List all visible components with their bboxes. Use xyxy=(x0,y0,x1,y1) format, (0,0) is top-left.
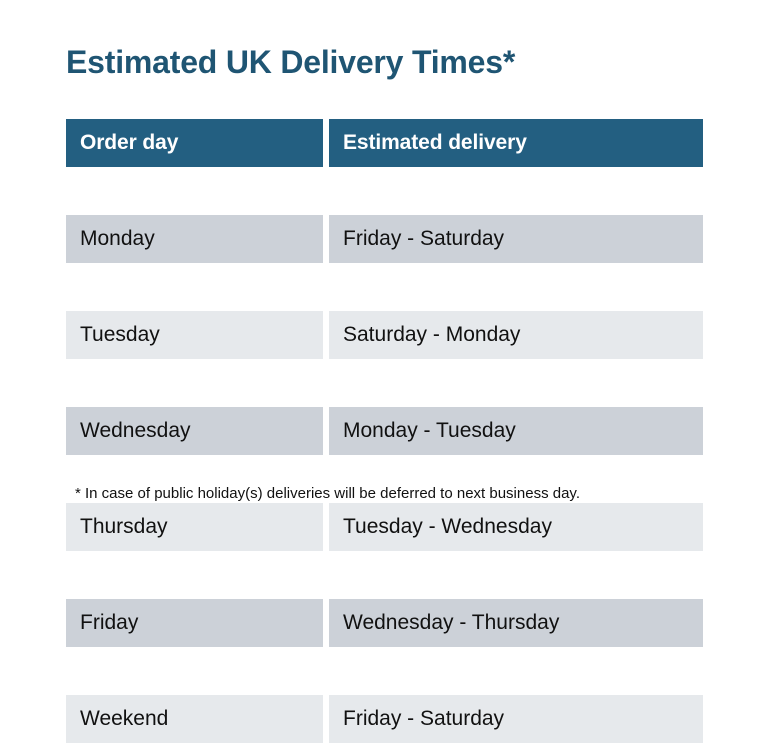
footnote-text: * In case of public holiday(s) deliverie… xyxy=(75,485,580,502)
table-row: Weekend Friday - Saturday xyxy=(66,695,703,743)
cell-estimated-delivery: Monday - Tuesday xyxy=(329,407,703,455)
table-row: Wednesday Monday - Tuesday xyxy=(66,407,703,455)
row-spacer-cell xyxy=(329,263,703,311)
row-spacer xyxy=(66,551,703,599)
row-spacer-cell xyxy=(329,455,703,503)
table-header-row: Order day Estimated delivery xyxy=(66,119,703,167)
row-spacer-cell xyxy=(329,647,703,695)
cell-order-day: Tuesday xyxy=(66,311,323,359)
row-spacer-cell xyxy=(323,263,329,311)
row-spacer xyxy=(66,263,703,311)
cell-order-day: Monday xyxy=(66,215,323,263)
row-spacer-cell xyxy=(66,647,323,695)
row-spacer-cell xyxy=(66,455,323,503)
column-header-order-day: Order day xyxy=(66,119,323,167)
table-body: Monday Friday - Saturday Tuesday Saturda… xyxy=(66,167,703,743)
cell-order-day: Friday xyxy=(66,599,323,647)
row-spacer-cell xyxy=(323,455,329,503)
row-spacer-cell xyxy=(329,551,703,599)
table-row: Tuesday Saturday - Monday xyxy=(66,311,703,359)
row-spacer-cell xyxy=(323,167,329,215)
row-spacer xyxy=(66,647,703,695)
table-header: Order day Estimated delivery xyxy=(66,119,703,167)
cell-estimated-delivery: Saturday - Monday xyxy=(329,311,703,359)
cell-estimated-delivery: Tuesday - Wednesday xyxy=(329,503,703,551)
cell-estimated-delivery: Friday - Saturday xyxy=(329,215,703,263)
row-spacer xyxy=(66,455,703,503)
row-spacer-cell xyxy=(66,551,323,599)
cell-estimated-delivery: Friday - Saturday xyxy=(329,695,703,743)
row-spacer-cell xyxy=(323,359,329,407)
table-row: Thursday Tuesday - Wednesday xyxy=(66,503,703,551)
cell-estimated-delivery: Wednesday - Thursday xyxy=(329,599,703,647)
row-spacer-cell xyxy=(66,167,323,215)
delivery-times-table: Order day Estimated delivery Monday Frid… xyxy=(66,119,703,743)
cell-order-day: Thursday xyxy=(66,503,323,551)
column-gap xyxy=(323,407,329,455)
column-gap xyxy=(323,503,329,551)
table-row: Friday Wednesday - Thursday xyxy=(66,599,703,647)
row-spacer-cell xyxy=(66,263,323,311)
row-spacer xyxy=(66,359,703,407)
row-spacer xyxy=(66,167,703,215)
page-title: Estimated UK Delivery Times* xyxy=(66,44,516,80)
table-row: Monday Friday - Saturday xyxy=(66,215,703,263)
cell-order-day: Wednesday xyxy=(66,407,323,455)
cell-order-day: Weekend xyxy=(66,695,323,743)
column-gap xyxy=(323,119,329,167)
column-gap xyxy=(323,215,329,263)
delivery-times-page: Estimated UK Delivery Times* Order day E… xyxy=(66,44,703,743)
column-gap xyxy=(323,311,329,359)
row-spacer-cell xyxy=(329,359,703,407)
row-spacer-cell xyxy=(66,359,323,407)
column-header-estimated-delivery: Estimated delivery xyxy=(329,119,703,167)
row-spacer-cell xyxy=(329,167,703,215)
